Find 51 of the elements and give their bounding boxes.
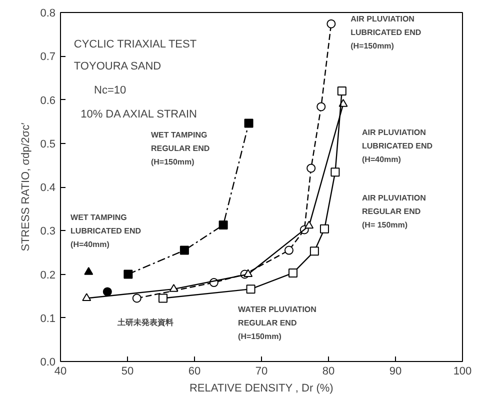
- y-tick-label: 0.7: [40, 51, 56, 64]
- point: [84, 266, 94, 275]
- x-axis-title: RELATIVE DENSITY , Dr (%): [189, 382, 334, 394]
- point: [218, 220, 228, 230]
- y-tick-label: 0.1: [40, 312, 56, 325]
- y-axis-title: STRESS RATIO, σdp/2σc′: [20, 122, 32, 252]
- annotation: CYCLIC TRIAXIAL TEST: [74, 38, 197, 51]
- annotation: AIR PLUVIATION LUBRICATED END (H=150mm): [350, 14, 422, 51]
- annotation: 10% DA AXIAL STRAIN: [80, 108, 198, 120]
- y-tick-label: 0.2: [40, 269, 56, 282]
- point: [102, 287, 112, 296]
- y-tick-label: 0.5: [40, 138, 56, 150]
- annotation: AIR PLUVIATION LUBRICATED END (H=40mm): [362, 128, 433, 164]
- point: [284, 246, 294, 255]
- x-tick-label: 40: [54, 366, 67, 378]
- point: [124, 270, 133, 279]
- x-tick-label: 100: [453, 366, 472, 378]
- point: [82, 293, 92, 302]
- y-tick-label: 0.0: [40, 356, 56, 368]
- x-tick-label: 60: [188, 366, 201, 378]
- x-tick-label: 90: [389, 366, 402, 378]
- annotation: WET TAMPING LUBRICATED END (H=40mm): [70, 213, 142, 250]
- annotation: AIR PLUVIATION REGULAR END (H= 150mm): [362, 194, 426, 230]
- point: [304, 220, 314, 229]
- annotation: WATER PLUVIATION REGULAR END (H=150mm): [238, 304, 317, 341]
- point: [246, 284, 256, 294]
- point: [180, 246, 189, 255]
- y-tick-label: 0.8: [40, 8, 56, 20]
- y-tick-label: 0.3: [40, 226, 56, 238]
- point: [288, 268, 298, 278]
- annotation: Nc=10: [94, 84, 126, 96]
- point: [169, 284, 178, 292]
- annotation: TOYOURA SAND: [74, 60, 162, 72]
- x-tick-label: 70: [255, 366, 268, 378]
- point: [337, 86, 346, 96]
- point: [306, 164, 316, 173]
- x-tick-label: 50: [121, 366, 134, 378]
- point: [330, 168, 340, 177]
- point: [310, 246, 319, 256]
- y-tick-label: 0.4: [40, 182, 56, 194]
- x-tick-label: 80: [322, 366, 335, 378]
- point: [316, 102, 326, 112]
- annotation: WET TAMPING REGULAR END (H=150mm): [150, 130, 210, 166]
- point: [244, 269, 253, 278]
- annotation: 土研未発表資料: [116, 318, 174, 327]
- point: [132, 294, 142, 303]
- point: [158, 294, 168, 303]
- point: [320, 224, 329, 234]
- point: [326, 19, 336, 28]
- y-tick-label: 0.6: [40, 94, 56, 107]
- point: [244, 118, 254, 128]
